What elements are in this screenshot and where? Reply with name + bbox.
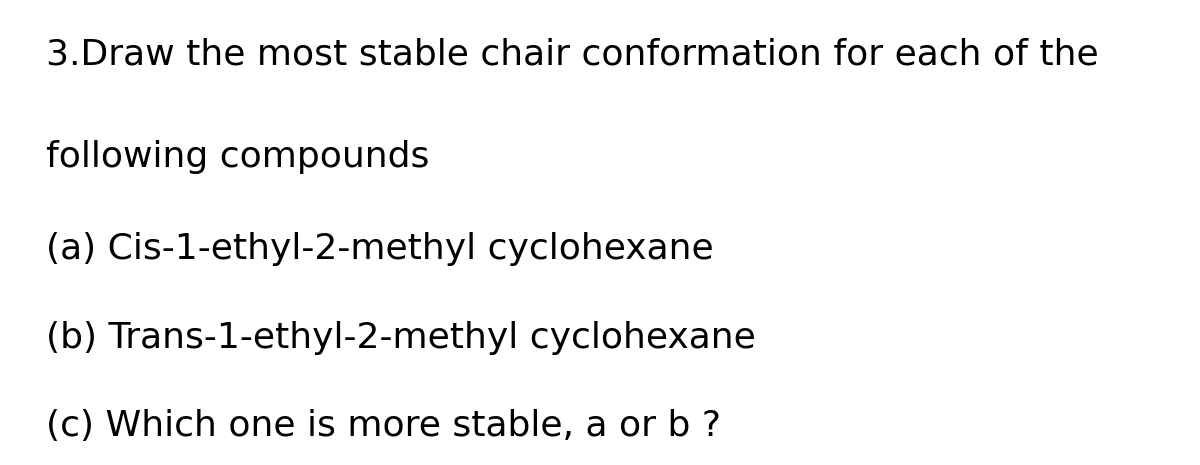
Text: (b) Trans-1-ethyl-2-methyl cyclohexane: (b) Trans-1-ethyl-2-methyl cyclohexane <box>46 321 755 355</box>
Text: 3.Draw the most stable chair conformation for each of the: 3.Draw the most stable chair conformatio… <box>46 37 1098 71</box>
Text: following compounds: following compounds <box>46 140 428 173</box>
Text: (a) Cis-1-ethyl-2-methyl cyclohexane: (a) Cis-1-ethyl-2-methyl cyclohexane <box>46 232 713 266</box>
Text: (c) Which one is more stable, a or b ?: (c) Which one is more stable, a or b ? <box>46 409 720 443</box>
